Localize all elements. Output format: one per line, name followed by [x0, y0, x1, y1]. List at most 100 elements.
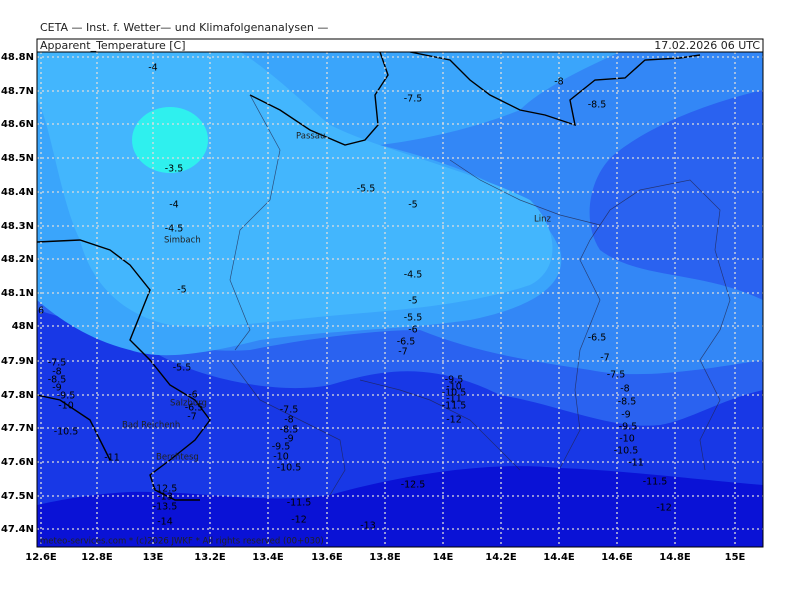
contour-label: -13	[360, 521, 376, 532]
lat-label: 48.7N	[1, 86, 34, 97]
lat-label: 48N	[12, 321, 34, 332]
lat-label: 47.5N	[1, 491, 34, 502]
contour-label: -10.5	[442, 388, 467, 399]
axes: 48.8N 48.7N 48.6N 48.5N 48.4N 48.3N 48.2N 48.1N…	[1, 52, 746, 563]
contour-label: -7.5	[607, 370, 626, 381]
lat-label: 47.8N	[1, 390, 34, 401]
contour-label: -8.5	[280, 425, 299, 436]
contour-label: -3.5	[165, 164, 184, 175]
contour-label: -10.5	[614, 446, 639, 457]
contour-label: -9	[621, 410, 630, 421]
footer-credit: meteo-services.com * (c)2026 JWKF * All …	[40, 537, 324, 547]
contour-label: -8	[620, 384, 629, 395]
lon-label: 12.8E	[81, 552, 113, 563]
contour-label: -7	[600, 353, 609, 364]
lat-label: 47.6N	[1, 457, 34, 468]
contour-label: -10	[619, 434, 635, 445]
contour-label: -6.5	[185, 403, 204, 414]
contour-label: -7.5	[280, 405, 299, 416]
contour-label: -13	[157, 492, 173, 503]
lon-label: 13E	[143, 552, 164, 563]
lat-label: 48.5N	[1, 153, 34, 164]
contour-label: -6	[188, 390, 197, 401]
contour-label: -10.5	[277, 463, 302, 474]
contour-label: -12.5	[401, 480, 426, 491]
contour-label: -12	[291, 515, 307, 526]
lat-label: 47.9N	[1, 356, 34, 367]
contour-label: -4.5	[404, 270, 423, 281]
contour-label: -10.5	[54, 427, 79, 438]
contour-label: -12.5	[153, 484, 178, 495]
lon-label: 14.6E	[601, 552, 633, 563]
contour-label: -10	[58, 401, 74, 412]
country-borders	[37, 52, 701, 501]
valid-time: 17.02.2026 06 UTC	[654, 39, 760, 52]
contour-label: -4.5	[165, 224, 184, 235]
contour-label: -6.5	[397, 337, 416, 348]
contour-label: -10	[446, 382, 462, 393]
place-name: Simbach	[164, 236, 201, 246]
contour-label: -11.5	[643, 477, 668, 488]
contour-label: -9	[52, 383, 61, 394]
lat-label: 48.6N	[1, 119, 34, 130]
variable-title: Apparent_Temperature [C]	[40, 39, 186, 52]
contour-label: -8	[284, 415, 293, 426]
lon-label: 14E	[433, 552, 454, 563]
contour-label: -12	[656, 503, 672, 514]
contour-label: -5.5	[357, 184, 376, 195]
place-name: Bad Reichenh	[122, 421, 180, 431]
place-name: Passau	[296, 132, 325, 142]
lat-label: 47.7N	[1, 423, 34, 434]
lat-label: 48.1N	[1, 288, 34, 299]
contour-label: -10	[273, 452, 289, 463]
contour-label: -13.5	[153, 502, 178, 513]
contour-label: -5	[408, 296, 417, 307]
plot-frame	[36, 51, 764, 548]
contour-label: -6	[408, 325, 417, 336]
lon-label: 13.2E	[194, 552, 226, 563]
lat-label: 47.4N	[1, 524, 34, 535]
place-name: Salzburg	[170, 399, 207, 409]
contour-label: -5	[408, 200, 417, 211]
contour-label: -7	[187, 412, 196, 423]
contour-label: -9	[284, 434, 293, 445]
contour-labels: -4-7.5-8-8.5-3.5-5.5-5-4-4.5-4.5-5-5-5.5…	[38, 63, 672, 532]
lon-label: 14.8E	[659, 552, 691, 563]
contour-label: -8.5	[48, 375, 67, 386]
contour-label: -7.5	[48, 358, 67, 369]
contour-label: -8	[554, 77, 563, 88]
lat-label: 48.3N	[1, 221, 34, 232]
contour-label: -8.5	[588, 100, 607, 111]
lon-label: 15E	[725, 552, 746, 563]
contour-label: -8	[52, 367, 61, 378]
contour-label: -11.5	[442, 401, 467, 412]
contour-label: -7	[398, 347, 407, 358]
lat-label: 48.4N	[1, 187, 34, 198]
contour-label: -6.5	[588, 333, 607, 344]
plot-area: Passau Linz Simbach Salzburg Bad Reichenh Ber…	[36, 51, 764, 548]
contour-label: -11.5	[287, 498, 312, 509]
lon-label: 14.4E	[543, 552, 575, 563]
region-borders	[229, 94, 731, 496]
contour-label: 6	[38, 306, 44, 317]
contour-label: -5	[177, 285, 186, 296]
contour-label: -9.5	[619, 422, 638, 433]
contour-label: -11	[628, 458, 644, 469]
contour-label: -9.5	[272, 442, 291, 453]
place-name: Berchtesg	[156, 453, 199, 463]
lon-label: 13.6E	[311, 552, 343, 563]
contour-label: -9.5	[445, 375, 464, 386]
contour-label: -11	[446, 394, 462, 405]
contour-label: -12	[446, 415, 462, 426]
lon-label: 14.2E	[485, 552, 517, 563]
lat-label: 48.2N	[1, 254, 34, 265]
place-name: Linz	[534, 215, 551, 225]
contour-label: -14	[157, 517, 173, 528]
contour-label: -5.5	[173, 363, 192, 374]
contour-label: -8.5	[618, 397, 637, 408]
lon-label: 12.6E	[25, 552, 57, 563]
contour-label: -11	[104, 453, 120, 464]
contour-label: -4	[148, 63, 157, 74]
contour-label: -4	[169, 200, 178, 211]
